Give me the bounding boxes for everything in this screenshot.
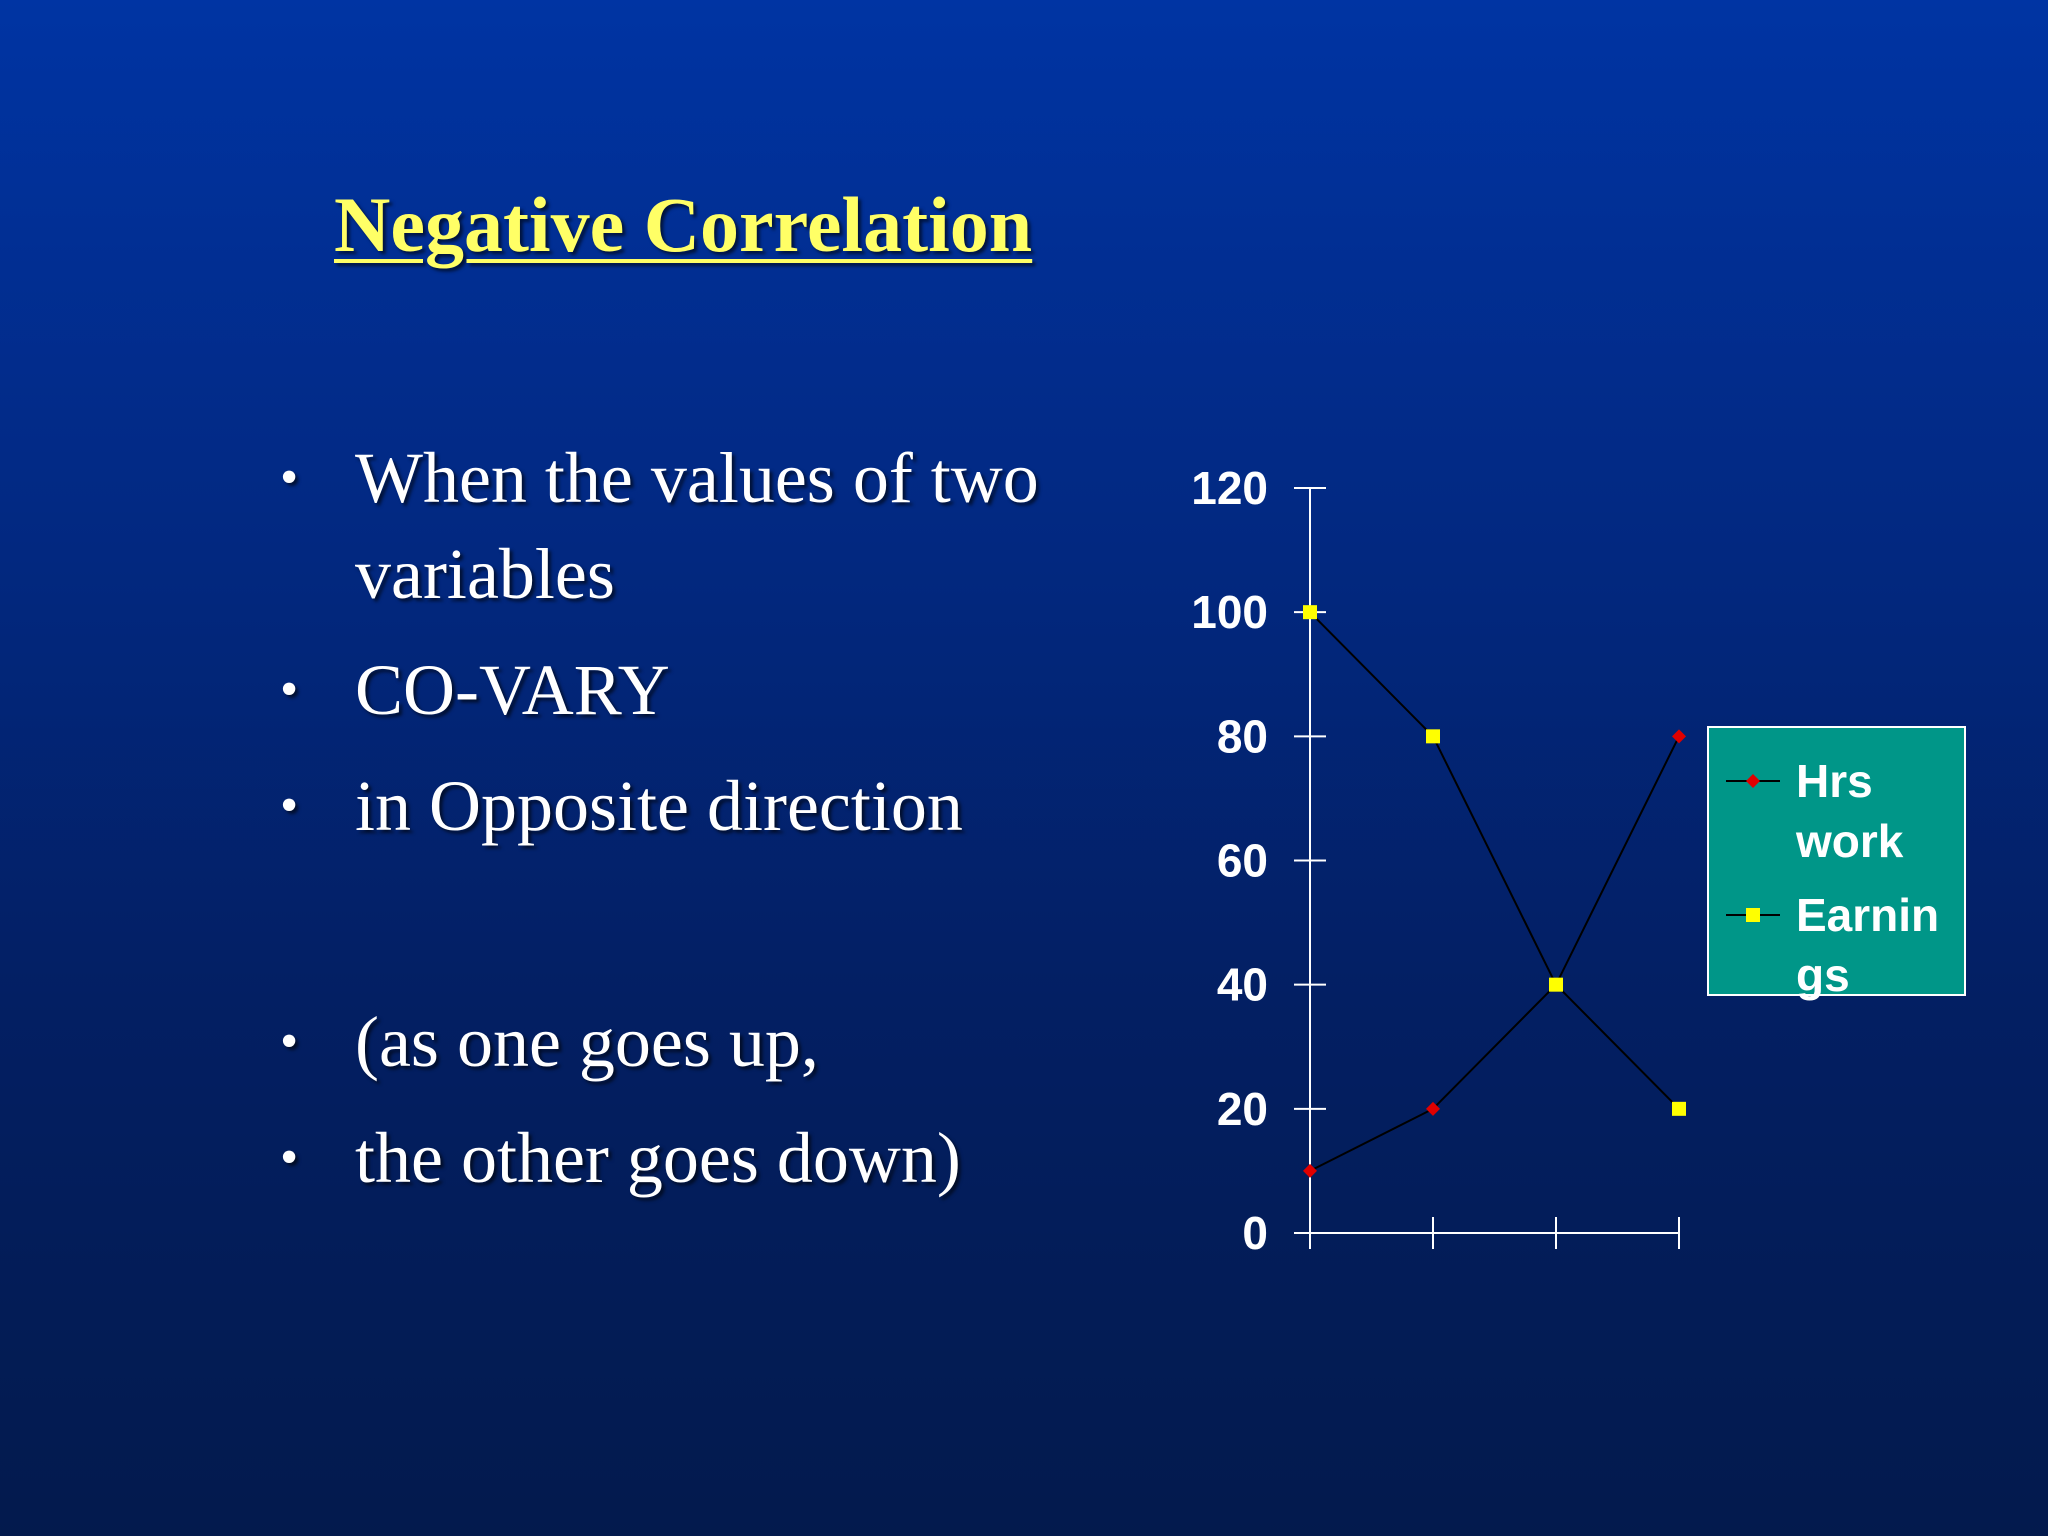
series-line [1309, 611, 1680, 1110]
bullet-dot-icon: • [280, 449, 299, 506]
data-point-square [1549, 977, 1563, 992]
bullet-text: the other goes down) [355, 1118, 961, 1198]
bullet-item: • (as one goes up, [270, 994, 1070, 1090]
data-point-square [1303, 605, 1317, 620]
data-point-diamond [1303, 1163, 1317, 1178]
bullet-item: • CO-VARY [270, 642, 1070, 738]
y-tick-label: 40 [1217, 959, 1268, 1011]
legend-label: work [1795, 815, 1904, 867]
bullet-item: • the other goes down) [270, 1110, 1070, 1206]
legend-marker-diamond [1746, 774, 1760, 788]
y-tick-label: 60 [1217, 835, 1268, 887]
bullet-dot-icon: • [280, 777, 299, 834]
y-tick-label: 120 [1191, 462, 1268, 514]
series-line [1309, 735, 1680, 1172]
legend-marker-square [1746, 908, 1760, 922]
y-tick-label: 80 [1217, 710, 1268, 762]
bullet-text: CO-VARY [355, 650, 670, 730]
data-point-diamond [1672, 729, 1686, 744]
bullet-text: When the values of two variables [355, 438, 1039, 614]
y-tick-label: 100 [1191, 586, 1268, 638]
legend-label: Earnin [1796, 889, 1939, 941]
y-tick-label: 0 [1242, 1207, 1268, 1259]
data-point-square [1426, 729, 1440, 744]
data-point-square [1672, 1101, 1686, 1116]
bullet-text: in Opposite direction [355, 766, 963, 846]
bullet-dot-icon: • [280, 1013, 299, 1070]
bullet-dot-icon: • [280, 1129, 299, 1186]
bullet-dot-icon: • [280, 661, 299, 718]
bullet-item: • When the values of two variables [270, 430, 1070, 622]
data-point-diamond [1426, 1101, 1440, 1116]
y-tick-label: 20 [1217, 1083, 1268, 1135]
bullet-item: • in Opposite direction [270, 758, 1070, 854]
bullet-list: • When the values of two variables • CO-… [270, 430, 1070, 1206]
chart-axes: 0 20 40 60 80 100 120 [1191, 462, 1680, 1259]
legend-box [1707, 726, 1966, 996]
bullet-text: (as one goes up, [355, 1002, 819, 1082]
legend-label: Hrs [1796, 755, 1873, 807]
chart-legend: Hrs work Earnin gs [1707, 726, 1966, 1001]
legend-label: gs [1796, 949, 1850, 1001]
chart-markers [1303, 605, 1686, 1178]
slide-title: Negative Correlation [334, 181, 1033, 268]
chart-series-lines [1309, 611, 1680, 1172]
